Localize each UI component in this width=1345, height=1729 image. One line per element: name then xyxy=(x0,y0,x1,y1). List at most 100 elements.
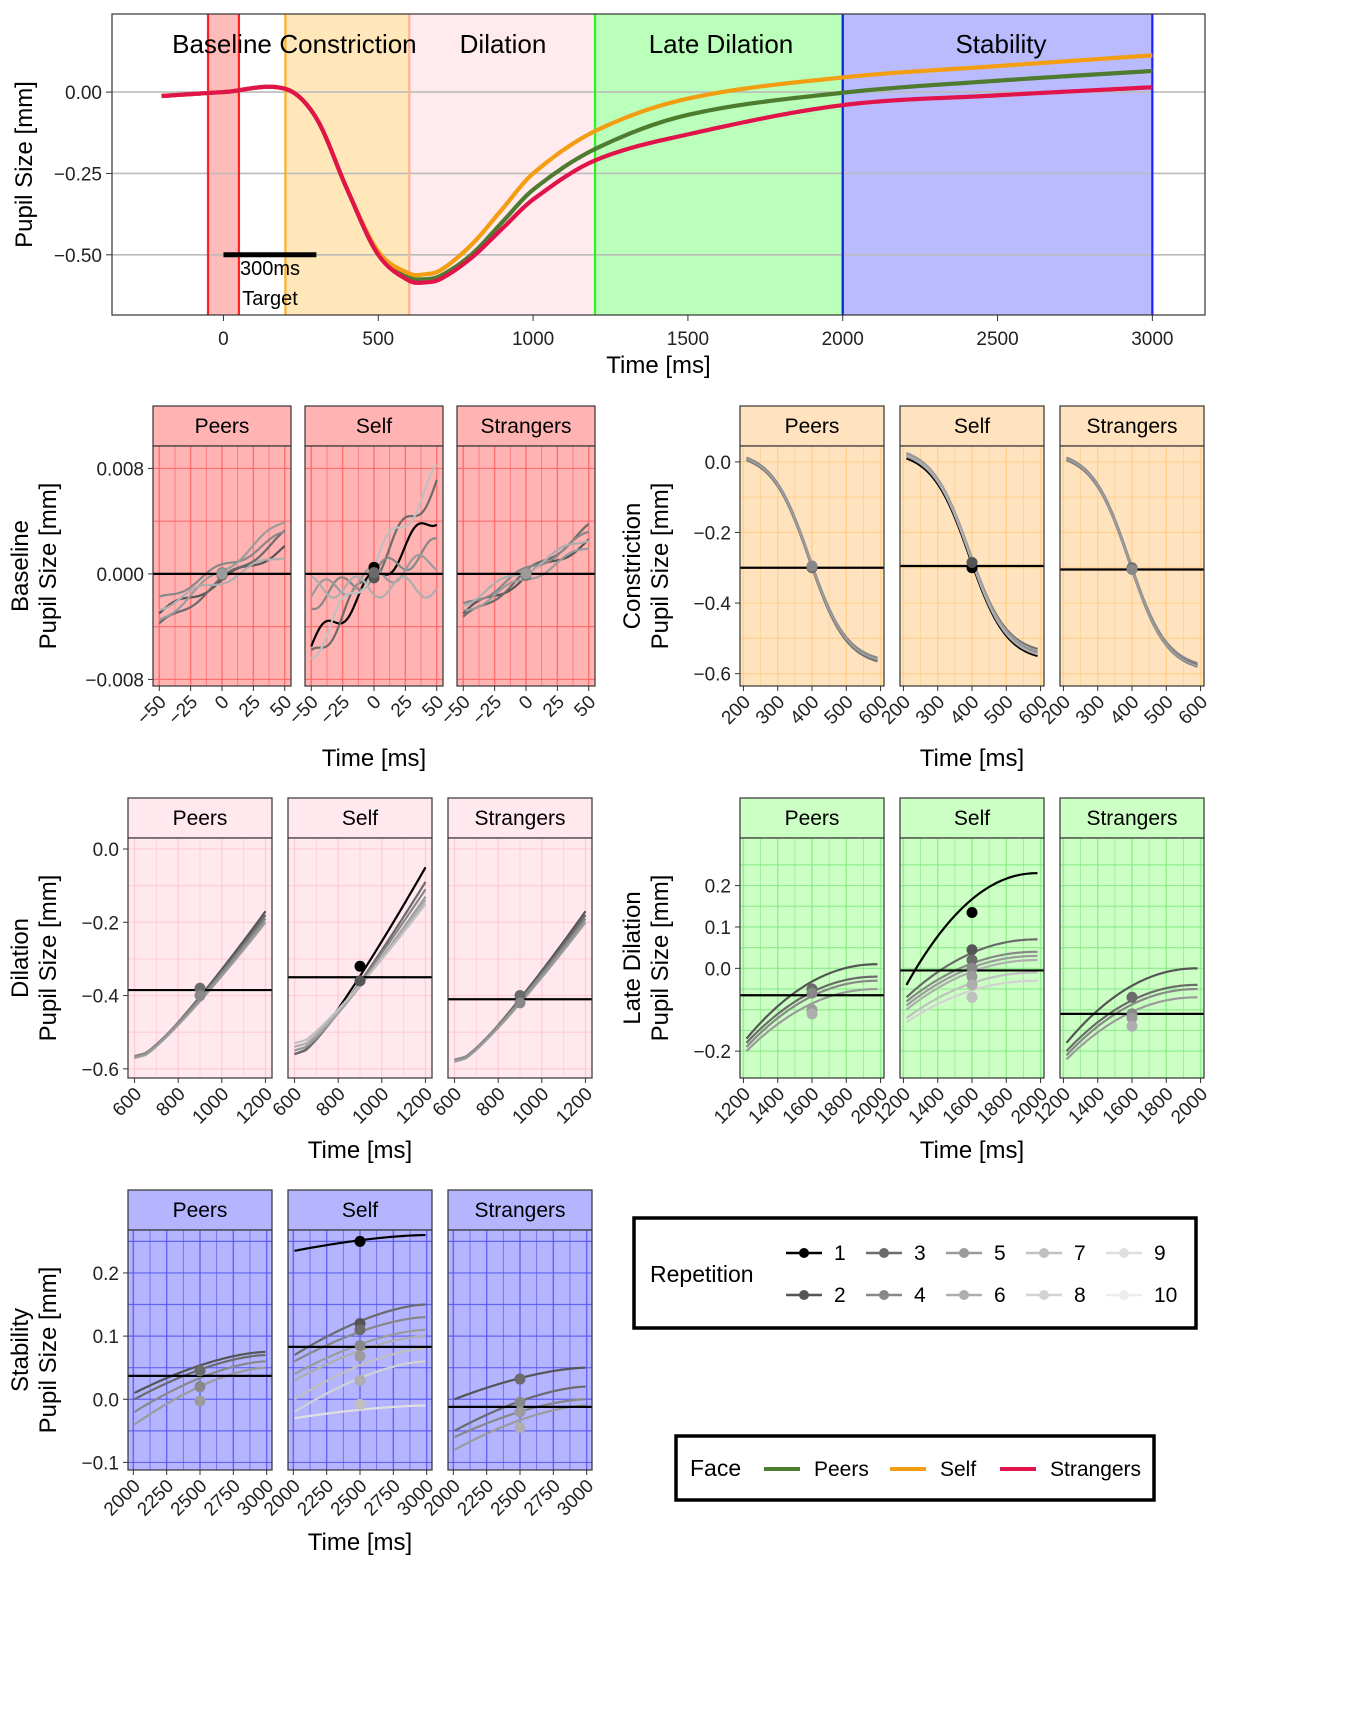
repetition-point xyxy=(966,991,978,1003)
y-axis-title: Pupil Size [mm] xyxy=(647,483,674,650)
legend-label: 3 xyxy=(914,1242,926,1265)
legend-key-point xyxy=(799,1248,809,1258)
x-tick-label: 2750 xyxy=(360,1476,405,1521)
repetition-point xyxy=(354,1324,366,1336)
legend-label: 8 xyxy=(1074,1284,1086,1307)
strip-label: Self xyxy=(342,1199,378,1222)
repetition-point xyxy=(966,556,978,568)
x-tick-label: 2750 xyxy=(520,1476,565,1521)
legend-label: 9 xyxy=(1154,1242,1166,1265)
x-tick-label: 2500 xyxy=(327,1476,372,1521)
repetition-point xyxy=(514,1422,526,1434)
legend-label: 1 xyxy=(834,1242,846,1265)
phase-label: Baseline xyxy=(172,29,272,59)
strip-box xyxy=(1059,797,1205,839)
repetition-point xyxy=(1126,1020,1138,1032)
repetition-point xyxy=(966,944,978,956)
legend-key-point xyxy=(879,1248,889,1258)
phase-region xyxy=(207,14,239,315)
strip-box xyxy=(899,405,1045,447)
series-line-strangers xyxy=(161,84,1153,285)
strip-label: Strangers xyxy=(1086,415,1177,438)
strip-box xyxy=(739,405,885,447)
facet-group-constriction: Peers200300400500600−0.6−0.4−0.20.0Self2… xyxy=(619,405,1212,772)
x-tick-label: 300 xyxy=(912,692,949,729)
legend-key-point xyxy=(1119,1290,1129,1300)
y-axis-title: Pupil Size [mm] xyxy=(647,875,674,1042)
x-tick-label: 200 xyxy=(878,692,915,729)
strip-box xyxy=(152,405,292,447)
legend-label: 6 xyxy=(994,1284,1006,1307)
repetition-line xyxy=(1065,967,1198,1044)
x-tick-label: 600 xyxy=(109,1084,146,1121)
repetition-point xyxy=(514,997,526,1009)
y-axis-title-phase: Dilation xyxy=(7,918,34,998)
x-tick-label: 1000 xyxy=(349,1084,394,1129)
x-tick-label: 800 xyxy=(472,1084,509,1121)
y-tick-label: −0.1 xyxy=(81,1453,119,1474)
y-tick-label: 0.0 xyxy=(705,959,731,980)
x-tick-label: 25 xyxy=(387,692,417,722)
strip-label: Peers xyxy=(195,415,250,438)
y-tick-label: −0.6 xyxy=(81,1060,119,1081)
x-axis-title: Time [ms] xyxy=(606,352,710,379)
strip-box xyxy=(287,1189,433,1231)
y-tick-label: 0.0 xyxy=(93,840,119,861)
y-tick-label: −0.25 xyxy=(54,164,102,185)
y-axis-title-phase: Baseline xyxy=(7,520,34,612)
repetition-point xyxy=(1126,1012,1138,1024)
x-tick-label: 1800 xyxy=(1133,1084,1178,1129)
x-tick-label: 400 xyxy=(946,692,983,729)
y-tick-label: 0.008 xyxy=(96,459,144,480)
x-tick-label: 2500 xyxy=(487,1476,532,1521)
y-tick-label: 0.0 xyxy=(705,453,731,474)
y-tick-label: −0.50 xyxy=(54,246,102,267)
x-tick-label: 2500 xyxy=(167,1476,212,1521)
strip-label: Peers xyxy=(785,807,840,830)
repetition-legend: Repetition 1 2 3 4 5 6 7 8 9 10 xyxy=(632,1216,1198,1330)
strip-box xyxy=(1059,405,1205,447)
strip-box xyxy=(899,797,1045,839)
y-tick-label: −0.2 xyxy=(693,1042,731,1063)
x-tick-label: 500 xyxy=(821,692,858,729)
strip-label: Strangers xyxy=(1086,807,1177,830)
legend-label: 4 xyxy=(914,1284,926,1307)
repetition-point xyxy=(966,906,978,918)
x-tick-label: 200 xyxy=(1038,692,1075,729)
legend-box xyxy=(632,1216,1198,1330)
x-tick-label: −50 xyxy=(437,692,475,730)
panel-frame xyxy=(287,837,433,1079)
target-label: Target xyxy=(242,288,298,310)
x-tick-label: 0 xyxy=(515,692,537,714)
x-tick-label: 3000 xyxy=(553,1476,598,1521)
strip-box xyxy=(456,405,596,447)
x-tick-label: 1400 xyxy=(905,1084,950,1129)
phase-label: Late Dilation xyxy=(649,29,794,59)
repetition-point xyxy=(966,971,978,983)
legend-title: Face xyxy=(690,1455,741,1481)
duration-label: 300ms xyxy=(240,258,300,280)
legend-label: 10 xyxy=(1154,1284,1177,1307)
strip-label: Strangers xyxy=(480,415,571,438)
legend-key-point xyxy=(799,1290,809,1300)
x-tick-label: 400 xyxy=(786,692,823,729)
x-tick-label: 2250 xyxy=(133,1476,178,1521)
y-tick-label: −0.6 xyxy=(693,665,731,686)
facet-panel: Strangers −50−25 0 25 50 xyxy=(437,405,600,730)
x-tick-label: 2750 xyxy=(200,1476,245,1521)
repetition-point xyxy=(520,568,532,580)
x-tick-label: 25 xyxy=(539,692,569,722)
x-tick-label: 1800 xyxy=(813,1084,858,1129)
top-plot: Baseline Constriction Dilation Late Dilatio… xyxy=(11,13,1206,379)
strip-label: Strangers xyxy=(474,807,565,830)
y-tick-label: 0.2 xyxy=(705,877,731,898)
y-tick-label: −0.2 xyxy=(693,523,731,544)
x-tick-label: 500 xyxy=(981,692,1018,729)
strip-box xyxy=(447,1189,593,1231)
x-tick-label: −25 xyxy=(165,692,203,730)
